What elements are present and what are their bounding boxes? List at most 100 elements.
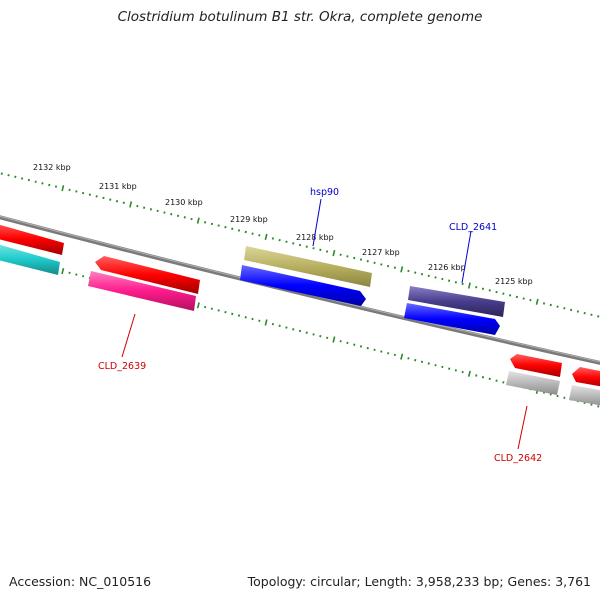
minor-tick	[563, 396, 566, 399]
minor-tick	[48, 183, 51, 187]
genome-backbone	[0, 215, 600, 365]
gene-label-cld2642[interactable]: CLD_2642	[494, 453, 542, 464]
gene-feature-red-arrow[interactable]	[95, 256, 200, 294]
minor-tick	[75, 273, 78, 276]
major-tick	[264, 233, 268, 240]
minor-tick	[488, 377, 491, 381]
map-title: Clostridium botulinum B1 str. Okra, comp…	[117, 9, 483, 25]
gene-feature-red-arrow[interactable]	[510, 354, 562, 377]
minor-tick	[556, 305, 559, 308]
minor-tick	[407, 357, 410, 360]
minor-tick	[495, 379, 498, 382]
gene-feature-red[interactable]	[0, 222, 64, 255]
minor-tick	[244, 230, 247, 234]
minor-tick	[502, 292, 505, 295]
minor-tick	[190, 217, 193, 221]
minor-tick	[278, 324, 281, 328]
gene-label-cld2639[interactable]: CLD_2639	[98, 361, 146, 372]
gene-feature-gray[interactable]	[569, 385, 600, 407]
minor-tick	[305, 245, 308, 248]
major-tick	[467, 282, 471, 289]
minor-tick	[258, 234, 261, 237]
minor-tick	[231, 312, 234, 316]
minor-tick	[224, 310, 227, 314]
major-tick	[332, 336, 336, 343]
gene-feature-blue-arrow[interactable]	[404, 303, 500, 335]
minor-tick	[380, 350, 383, 353]
minor-tick	[102, 196, 105, 200]
minor-tick	[549, 303, 552, 307]
minor-tick	[353, 343, 356, 346]
minor-tick	[461, 282, 464, 286]
minor-tick	[163, 211, 166, 214]
gene-label-group: hsp90 CLD_2641 CLD_2639 CLD_2642	[98, 187, 542, 464]
minor-tick	[136, 204, 139, 208]
tick-label: 2132 kbp	[33, 163, 71, 172]
minor-tick	[292, 328, 295, 331]
forward-strand-features	[0, 222, 505, 317]
minor-tick	[434, 364, 437, 367]
minor-tick	[434, 276, 437, 279]
minor-tick	[217, 309, 220, 312]
minor-tick	[244, 316, 247, 319]
gene-label-hsp90[interactable]: hsp90	[310, 187, 339, 198]
gene-feature-navy[interactable]	[408, 286, 505, 317]
gene-feature-gray[interactable]	[506, 371, 560, 395]
gene-feature-red-arrow[interactable]	[572, 367, 600, 388]
outer-tick-track	[0, 172, 600, 318]
major-tick	[467, 370, 471, 377]
minor-tick	[170, 212, 173, 216]
minor-tick	[75, 190, 78, 193]
label-leaders	[121, 198, 528, 450]
minor-tick	[583, 311, 586, 315]
minor-tick	[312, 333, 315, 336]
minor-tick	[231, 227, 234, 231]
minor-tick	[441, 365, 444, 369]
major-tick	[535, 298, 539, 305]
minor-tick	[251, 232, 254, 235]
minor-tick	[563, 307, 566, 310]
major-tick	[61, 267, 65, 275]
minor-tick	[285, 240, 288, 243]
minor-tick	[258, 319, 261, 322]
minor-tick	[326, 336, 329, 340]
gene-feature-magenta[interactable]	[88, 271, 196, 311]
minor-tick	[7, 174, 10, 177]
gene-feature-cyan[interactable]	[0, 242, 60, 275]
minor-tick	[109, 198, 112, 201]
major-tick	[400, 353, 404, 360]
tick-label: 2125 kbp	[495, 277, 533, 286]
minor-tick	[68, 271, 71, 275]
gene-feature-olive[interactable]	[244, 246, 372, 287]
minor-tick	[373, 348, 376, 352]
tick-label: 2129 kbp	[230, 215, 268, 224]
minor-tick	[495, 290, 498, 294]
tick-label: 2131 kbp	[99, 182, 137, 191]
tick-label: 2126 kbp	[428, 263, 466, 272]
minor-tick	[448, 367, 451, 370]
minor-tick	[319, 248, 322, 252]
minor-tick	[41, 182, 44, 185]
major-tick	[264, 319, 268, 326]
minor-tick	[380, 263, 383, 266]
minor-tick	[427, 274, 430, 278]
minor-tick	[366, 346, 369, 350]
minor-tick	[522, 297, 525, 300]
minor-tick	[339, 253, 342, 256]
minor-tick	[414, 271, 417, 274]
minor-tick	[353, 256, 356, 260]
minor-tick	[346, 255, 349, 258]
gene-label-cld2641[interactable]: CLD_2641	[449, 222, 497, 233]
major-tick	[61, 185, 65, 192]
minor-tick	[271, 322, 274, 326]
minor-tick	[224, 225, 227, 229]
genome-summary-text: Topology: circular; Length: 3,958,233 bp…	[247, 574, 591, 589]
gene-feature-blue-arrow[interactable]	[240, 265, 366, 306]
minor-tick	[475, 285, 478, 289]
minor-tick	[183, 216, 186, 219]
minor-tick	[373, 261, 376, 265]
major-tick	[332, 250, 336, 257]
tick-label: 2130 kbp	[165, 198, 203, 207]
minor-tick	[122, 201, 125, 205]
